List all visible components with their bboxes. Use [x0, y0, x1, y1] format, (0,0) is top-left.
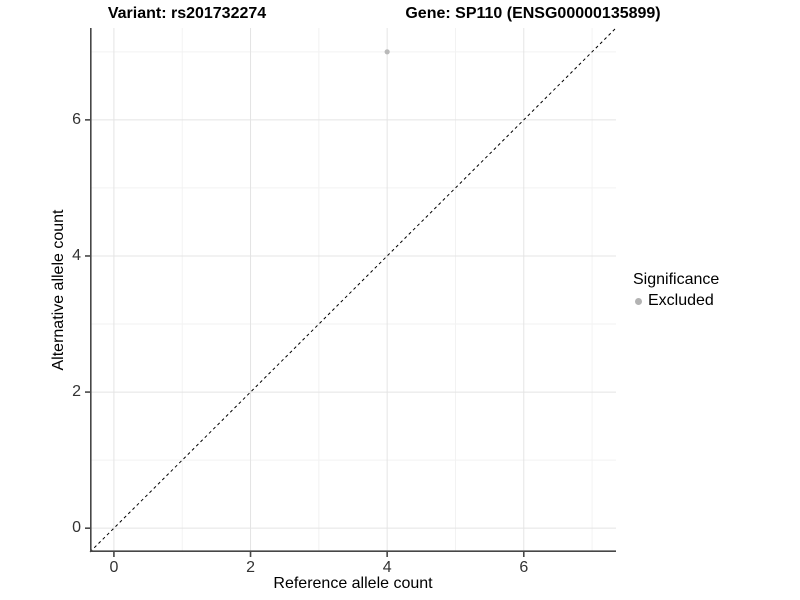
- y-tick-label-0: 0: [72, 519, 81, 537]
- x-tick-label-2: 2: [246, 559, 255, 576]
- legend-title: Significance: [633, 271, 720, 288]
- plot-title-variant: Variant: rs201732274: [107, 5, 267, 22]
- plot-title-gene: Gene: SP110 (ENSG00000135899): [405, 5, 661, 22]
- identity-line: [89, 27, 617, 553]
- plot-panel: [85, 27, 617, 557]
- y-tick-label-6: 6: [72, 110, 81, 128]
- y-tick-label-4: 4: [72, 246, 81, 264]
- legend: Significance Excluded: [633, 271, 719, 310]
- legend-item-excluded: Excluded: [633, 292, 719, 310]
- x-tick-label-0: 0: [109, 559, 119, 576]
- excluded-marker-icon: [635, 297, 642, 305]
- data-point: [384, 49, 390, 55]
- x-tick-label-4: 4: [382, 559, 392, 576]
- x-axis-title: Reference allele count: [273, 575, 433, 592]
- legend-item-label: Excluded: [648, 292, 714, 309]
- x-tick-label-6: 6: [519, 559, 529, 576]
- y-axis-title: Alternative allele count: [50, 209, 67, 371]
- y-tick-label-2: 2: [72, 383, 81, 401]
